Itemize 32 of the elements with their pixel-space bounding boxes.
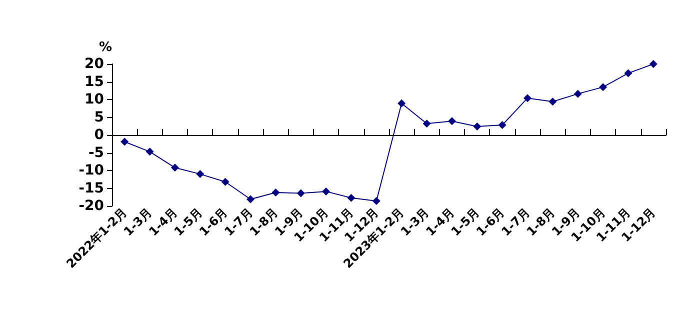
point [170, 164, 179, 172]
point [548, 98, 557, 106]
point [322, 187, 330, 196]
y-tick-label: 20 [84, 56, 104, 72]
point [448, 117, 456, 126]
point [398, 99, 406, 108]
y-tick-label: -5 [88, 144, 104, 161]
point [272, 188, 280, 197]
point [146, 148, 154, 156]
point [296, 189, 305, 198]
y-tick-label: 10 [84, 92, 104, 108]
y-tick-label: 0 [94, 127, 104, 143]
y-tick-label: -20 [78, 198, 104, 214]
point [196, 170, 204, 178]
y-tick-label: -15 [78, 180, 104, 196]
point [524, 94, 532, 102]
point [649, 60, 658, 68]
point [372, 197, 380, 206]
y-tick-label: 15 [84, 74, 104, 90]
point [246, 195, 254, 204]
point [221, 178, 230, 186]
point [599, 83, 608, 92]
point [347, 194, 356, 202]
point [120, 138, 129, 146]
point [473, 122, 482, 130]
y-tick-label: 5 [94, 109, 104, 126]
point [624, 69, 632, 78]
point [422, 120, 431, 128]
y-axis-title: % [98, 40, 112, 55]
y-tick-label: -10 [78, 162, 104, 178]
point [498, 121, 506, 130]
point [574, 90, 582, 98]
